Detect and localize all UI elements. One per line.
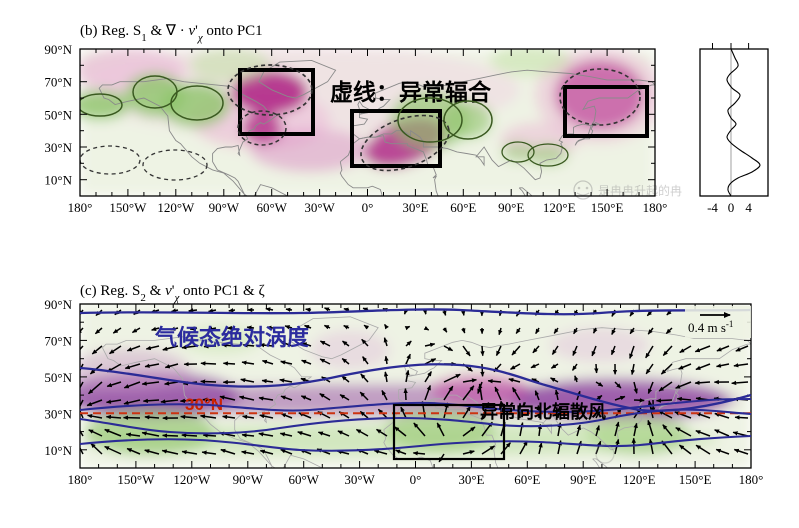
svg-text:60°E: 60°E — [514, 472, 540, 487]
svg-text:30°W: 30°W — [344, 472, 375, 487]
svg-text:90°E: 90°E — [498, 200, 524, 215]
svg-text:30°N: 30°N — [44, 140, 72, 155]
svg-text:90°N: 90°N — [44, 42, 72, 57]
svg-text:50°N: 50°N — [44, 370, 72, 385]
svg-text:120°W: 120°W — [173, 472, 211, 487]
svg-text:150°W: 150°W — [117, 472, 155, 487]
svg-text:4: 4 — [745, 200, 752, 215]
svg-text:0: 0 — [728, 200, 735, 215]
svg-text:90°E: 90°E — [570, 472, 596, 487]
svg-text:(b) Reg. S1 & ∇ · v'χ onto PC1: (b) Reg. S1 & ∇ · v'χ onto PC1 — [80, 23, 263, 44]
svg-text:60°W: 60°W — [256, 200, 287, 215]
svg-text:60°E: 60°E — [450, 200, 476, 215]
svg-text:180°: 180° — [68, 472, 93, 487]
svg-text:150°E: 150°E — [591, 200, 624, 215]
svg-text:120°E: 120°E — [623, 472, 656, 487]
svg-text:30°W: 30°W — [304, 200, 335, 215]
svg-text:10°N: 10°N — [44, 173, 72, 188]
svg-text:90°W: 90°W — [233, 472, 264, 487]
svg-text:90°N: 90°N — [44, 297, 72, 312]
svg-text:120°W: 120°W — [157, 200, 195, 215]
svg-text:180°: 180° — [739, 472, 764, 487]
svg-text:70°N: 70°N — [44, 75, 72, 90]
svg-text:180°: 180° — [68, 200, 93, 215]
svg-text:30°E: 30°E — [458, 472, 484, 487]
svg-text:(c) Reg. S2 & v'χ onto PC1 & ζ: (c) Reg. S2 & v'χ onto PC1 & ζ — [80, 283, 265, 304]
svg-text:50°N: 50°N — [44, 107, 72, 122]
svg-text:0°: 0° — [362, 200, 374, 215]
svg-text:60°W: 60°W — [288, 472, 319, 487]
svg-text:180°: 180° — [643, 200, 668, 215]
svg-text:70°N: 70°N — [44, 333, 72, 348]
svg-text:10°N: 10°N — [44, 443, 72, 458]
svg-text:-4: -4 — [707, 200, 718, 215]
svg-text:气候态绝对涡度: 气候态绝对涡度 — [154, 325, 310, 350]
svg-text:90°W: 90°W — [209, 200, 240, 215]
svg-text:30°E: 30°E — [402, 200, 428, 215]
svg-text:30°N: 30°N — [44, 406, 72, 421]
svg-text:150°E: 150°E — [679, 472, 712, 487]
svg-text:120°E: 120°E — [543, 200, 576, 215]
svg-text:150°W: 150°W — [109, 200, 147, 215]
svg-text:0°: 0° — [410, 472, 422, 487]
